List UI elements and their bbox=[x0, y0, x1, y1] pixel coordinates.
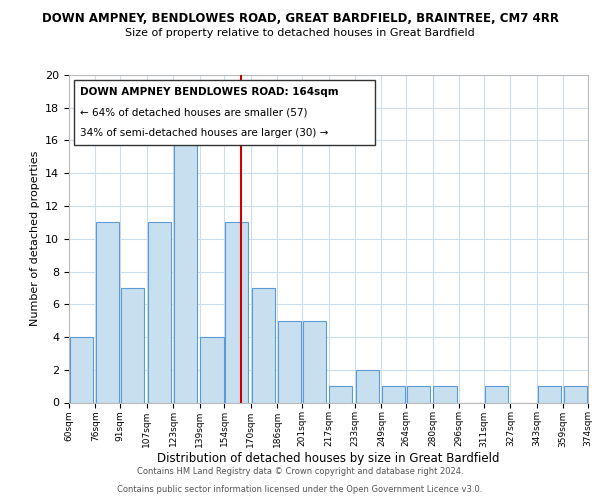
Bar bbox=[407, 386, 430, 402]
Y-axis label: Number of detached properties: Number of detached properties bbox=[29, 151, 40, 326]
Bar bbox=[329, 386, 352, 402]
X-axis label: Distribution of detached houses by size in Great Bardfield: Distribution of detached houses by size … bbox=[157, 452, 500, 465]
Bar bbox=[303, 320, 326, 402]
Bar bbox=[174, 140, 197, 402]
Bar bbox=[70, 337, 93, 402]
FancyBboxPatch shape bbox=[74, 80, 375, 146]
Text: Contains public sector information licensed under the Open Government Licence v3: Contains public sector information licen… bbox=[118, 485, 482, 494]
Text: DOWN AMPNEY BENDLOWES ROAD: 164sqm: DOWN AMPNEY BENDLOWES ROAD: 164sqm bbox=[80, 87, 339, 97]
Bar bbox=[96, 222, 119, 402]
Bar bbox=[251, 288, 275, 403]
Bar bbox=[225, 222, 248, 402]
Text: ← 64% of detached houses are smaller (57): ← 64% of detached houses are smaller (57… bbox=[80, 108, 308, 118]
Bar bbox=[485, 386, 508, 402]
Bar bbox=[356, 370, 379, 402]
Bar bbox=[564, 386, 587, 402]
Bar bbox=[148, 222, 170, 402]
Text: Size of property relative to detached houses in Great Bardfield: Size of property relative to detached ho… bbox=[125, 28, 475, 38]
Bar bbox=[121, 288, 144, 403]
Bar bbox=[433, 386, 457, 402]
Bar bbox=[278, 320, 301, 402]
Bar bbox=[538, 386, 561, 402]
Text: Contains HM Land Registry data © Crown copyright and database right 2024.: Contains HM Land Registry data © Crown c… bbox=[137, 467, 463, 476]
Bar bbox=[382, 386, 406, 402]
Bar bbox=[200, 337, 224, 402]
Text: DOWN AMPNEY, BENDLOWES ROAD, GREAT BARDFIELD, BRAINTREE, CM7 4RR: DOWN AMPNEY, BENDLOWES ROAD, GREAT BARDF… bbox=[41, 12, 559, 26]
Text: 34% of semi-detached houses are larger (30) →: 34% of semi-detached houses are larger (… bbox=[80, 128, 329, 138]
